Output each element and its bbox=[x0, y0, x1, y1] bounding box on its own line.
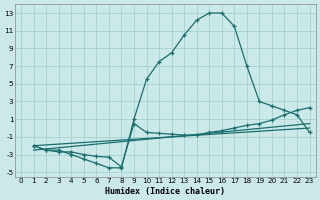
X-axis label: Humidex (Indice chaleur): Humidex (Indice chaleur) bbox=[105, 187, 225, 196]
